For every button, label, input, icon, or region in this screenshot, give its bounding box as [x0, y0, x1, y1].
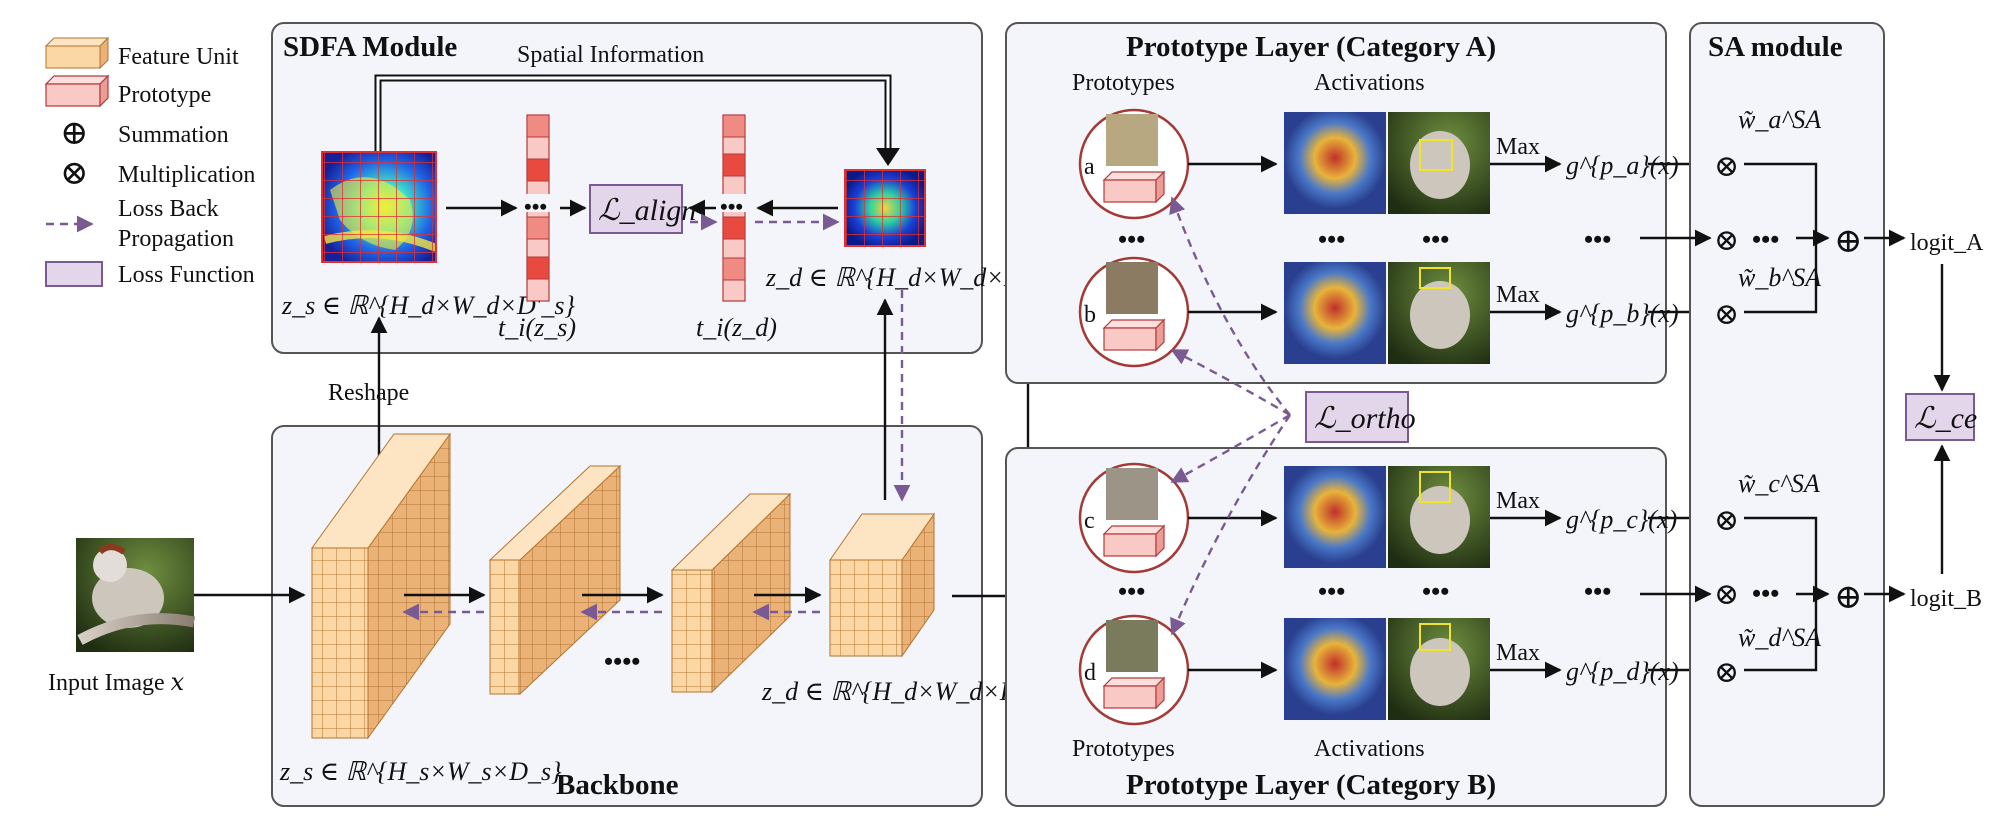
proto-letter-b: b: [1084, 302, 1096, 328]
sa-dots-b: •••: [1752, 579, 1779, 608]
sum-icon-b: ⊕: [1834, 579, 1863, 616]
w-c-label: w̃_c^SA: [1738, 469, 1820, 498]
mul-icon-c: ⊗: [1714, 504, 1739, 537]
mul-icon-d: ⊗: [1714, 656, 1739, 689]
loss-align-box: [589, 184, 683, 234]
ti-zd-vector: [720, 114, 750, 302]
legend-loss-back-2: Propagation: [118, 226, 234, 252]
zd-feature-map: [844, 169, 926, 247]
input-image-label: Input Image 𝑥: [48, 670, 185, 696]
proto-a-activations-label: Activations: [1314, 70, 1425, 96]
legend-feature-unit: Feature Unit: [118, 44, 239, 70]
prototype-layer-b: Prototype Layer (Category B) Prototypes …: [1005, 447, 1716, 807]
mul-icon-b: ⊗: [1714, 298, 1739, 331]
max-label-c: Max: [1496, 488, 1540, 514]
w-d-label: w̃_d^SA: [1738, 623, 1821, 652]
prototype-row-d: d Max g^{p_d}(x): [1078, 614, 1716, 726]
legend-prototype: Prototype: [118, 82, 211, 108]
proto-b-dots-4: •••: [1584, 577, 1611, 606]
max-label-b: Max: [1496, 282, 1540, 308]
proto-a-dots-3: •••: [1422, 225, 1449, 254]
proto-b-prototypes-label: Prototypes: [1072, 736, 1175, 762]
loss-ortho-label: ℒ_ortho: [1314, 402, 1416, 435]
activation-heatmap-a: [1284, 112, 1386, 214]
loss-ce-box: [1905, 393, 1975, 441]
backbone: Backbone Reshape Input Image 𝑥: [48, 290, 1056, 807]
legend: Feature Unit Prototype ⊕ Summation ⊗ Mul…: [44, 36, 255, 288]
backbone-dots: ••••: [604, 647, 640, 676]
prototype-layer-a: Prototype Layer (Category A) Prototypes …: [1005, 22, 1716, 384]
ti-zd-label: t_i(z_d): [696, 313, 777, 342]
proto-a-dots-2: •••: [1318, 225, 1345, 254]
logit-b-label: logit_B: [1910, 586, 1982, 612]
g-label-c: g^{p_c}(x): [1566, 505, 1677, 534]
feature-unit-legend-icon: [44, 36, 110, 70]
feature-cube-3: [670, 492, 792, 694]
proto-a-title: Prototype Layer (Category A): [1126, 31, 1496, 63]
feature-cube-1: [311, 432, 451, 740]
legend-multiplication: Multiplication: [118, 162, 255, 188]
reshape-label: Reshape: [328, 380, 409, 406]
legend-loss-back-1: Loss Back: [118, 196, 219, 222]
sum-icon-a: ⊕: [1834, 223, 1863, 260]
loss-align-label: ℒ_align: [598, 194, 696, 227]
outputs: logit_A logit_B ℒ_ce: [1905, 230, 1984, 612]
ti-zs-label: t_i(z_s): [498, 313, 576, 342]
prototype-row-a: a Max g^{p_a}(x): [1078, 108, 1716, 220]
proto-letter-d: d: [1084, 660, 1096, 686]
feature-cube-2: [488, 464, 622, 696]
max-label-d: Max: [1496, 640, 1540, 666]
g-label-a: g^{p_a}(x): [1566, 151, 1679, 180]
proto-b-dots-1: •••: [1118, 577, 1145, 606]
backbone-zs-label: z_s ∈ ℝ^{H_s×W_s×D_s}: [279, 757, 562, 786]
sdfa-dots-left: •••: [524, 194, 547, 219]
feature-cube-4: [829, 512, 935, 658]
g-label-b: g^{p_b}(x): [1566, 299, 1679, 328]
sa-title: SA module: [1708, 31, 1843, 63]
max-label-a: Max: [1496, 134, 1540, 160]
prototype-row-b: b Max g^{p_b}(x): [1078, 256, 1716, 368]
zs-feature-map: [321, 151, 438, 263]
multiplication-icon: ⊗: [60, 155, 89, 192]
proto-a-prototypes-label: Prototypes: [1072, 70, 1175, 96]
sdfa-dots-right: •••: [720, 194, 743, 219]
spatial-info-label: Spatial Information: [517, 42, 704, 68]
proto-letter-c: c: [1084, 508, 1095, 534]
sa-dots-a: •••: [1752, 225, 1779, 254]
input-bird-image: [76, 538, 196, 652]
ti-zs-vector: [524, 114, 554, 302]
sdfa-title: SDFA Module: [283, 31, 457, 63]
activation-heatmap-d: [1284, 618, 1386, 720]
prototype-row-c: c Max g^{p_c}(x): [1078, 462, 1716, 574]
prototype-legend-icon: [44, 74, 110, 108]
summation-icon: ⊕: [60, 115, 89, 152]
loss-ortho: ℒ_ortho: [1169, 196, 1416, 636]
mul-icon-mid-b: ⊗: [1714, 578, 1739, 611]
activation-heatmap-c: [1284, 466, 1386, 568]
sa-module: SA module ⊗ ⊗ ⊗ ⊗ ⊗ ⊗ w̃_a^SA w̃_b^SA w̃…: [1640, 22, 1906, 807]
proto-b-title: Prototype Layer (Category B): [1126, 769, 1496, 801]
proto-b-activations-label: Activations: [1314, 736, 1425, 762]
sdfa-module: SDFA Module Spatial Information z_s ∈ ℝ^…: [271, 22, 1060, 354]
mul-icon-mid-a: ⊗: [1714, 224, 1739, 257]
logit-a-label: logit_A: [1910, 230, 1984, 256]
legend-summation: Summation: [118, 122, 229, 148]
proto-a-dots-1: •••: [1118, 225, 1145, 254]
activation-heatmap-b: [1284, 262, 1386, 364]
g-label-d: g^{p_d}(x): [1566, 657, 1679, 686]
w-a-label: w̃_a^SA: [1738, 105, 1821, 134]
proto-letter-a: a: [1084, 154, 1095, 180]
mul-icon-a: ⊗: [1714, 150, 1739, 183]
legend-loss-function: Loss Function: [118, 262, 255, 288]
proto-a-dots-4: •••: [1584, 225, 1611, 254]
proto-b-dots-2: •••: [1318, 577, 1345, 606]
proto-b-dots-3: •••: [1422, 577, 1449, 606]
loss-ce-label: ℒ_ce: [1914, 402, 1977, 435]
w-b-label: w̃_b^SA: [1738, 263, 1821, 292]
backbone-title: Backbone: [556, 769, 679, 801]
loss-function-legend-icon: [45, 261, 103, 287]
